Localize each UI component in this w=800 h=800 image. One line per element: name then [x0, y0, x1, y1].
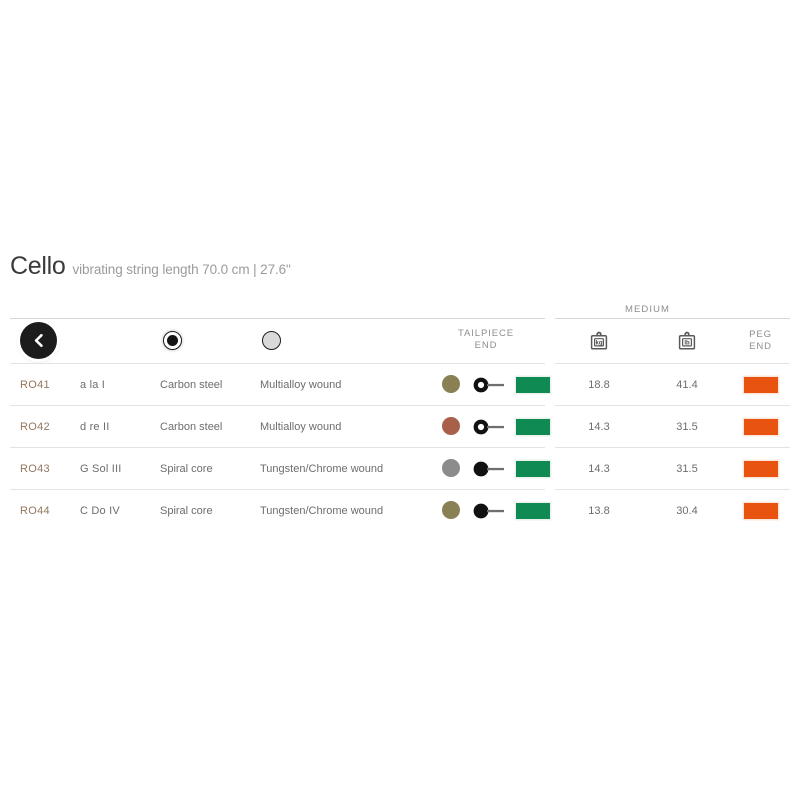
- row-tailpiece-end-graphic: [472, 418, 512, 436]
- row-color-dot: [442, 416, 462, 437]
- table-row-left: RO44 C Do IV Spiral core Tungsten/Chrome…: [10, 488, 550, 532]
- rule-right: [555, 318, 790, 319]
- tension-group-header: MEDIUM: [545, 304, 790, 318]
- row-lb: 41.4: [676, 378, 698, 391]
- row-tailpiece-end-graphic: [472, 376, 512, 394]
- row-winding: Multialloy wound: [260, 378, 342, 391]
- row-lb: 30.4: [676, 504, 698, 517]
- row-tailpiece-swatch: [516, 376, 550, 393]
- row-core: Spiral core: [160, 462, 213, 475]
- row-core: Carbon steel: [160, 378, 223, 391]
- row-tailpiece-end-graphic: [472, 502, 512, 520]
- table-row-left: RO41 a la I Carbon steel Multialloy woun…: [10, 362, 550, 406]
- row-core: Spiral core: [160, 504, 213, 517]
- row-winding: Tungsten/Chrome wound: [260, 504, 384, 517]
- loop-ball-end-icon: [473, 419, 504, 434]
- table-row-left: RO43 G Sol III Spiral core Tungsten/Chro…: [10, 446, 550, 490]
- row-note: d re II: [80, 420, 110, 433]
- rule-gap: [545, 318, 555, 319]
- row-winding: Tungsten/Chrome wound: [260, 462, 384, 475]
- peg-end-header-line2: END: [749, 341, 772, 352]
- row-peg-end-swatch: [731, 502, 790, 519]
- rule-left: [10, 318, 545, 319]
- table-row[interactable]: RO41 a la I Carbon steel Multialloy woun…: [10, 362, 790, 406]
- row-kg: 13.8: [588, 504, 610, 517]
- row-lb: 31.5: [676, 420, 698, 433]
- row-kg: 14.3: [588, 420, 610, 433]
- strings-table: MEDIUM: [10, 300, 790, 531]
- solid-ball-end-icon: [473, 461, 504, 476]
- row-winding: Multialloy wound: [260, 420, 342, 433]
- table-row[interactable]: RO42 d re II Carbon steel Multialloy wou…: [10, 404, 790, 448]
- row-tailpiece-end-graphic: [472, 460, 512, 478]
- row-tailpiece-swatch: [516, 418, 550, 435]
- row-peg-end-swatch: [731, 376, 790, 393]
- row-color-dot: [442, 500, 462, 521]
- table-head-right: kg lb PEG END: [555, 319, 790, 363]
- table-head-row: TAILPIECE END kg: [10, 319, 790, 363]
- row-note: G Sol III: [80, 462, 122, 475]
- tailpiece-end-header-line2: END: [474, 340, 498, 351]
- row-peg-end-swatch: [731, 418, 790, 435]
- back-button[interactable]: [20, 322, 57, 359]
- solid-ball-end-icon: [473, 503, 504, 518]
- row-sku: RO41: [20, 378, 50, 391]
- instrument-name: Cello: [10, 252, 66, 280]
- gauge-option-1[interactable]: [163, 331, 182, 350]
- tension-group-label: MEDIUM: [624, 304, 671, 315]
- lb-unit-label: lb: [684, 341, 690, 347]
- kg-column-header: kg: [555, 329, 643, 353]
- table-row-right: 13.8 30.4: [555, 488, 790, 532]
- weight-kg-icon: kg: [590, 331, 608, 350]
- loop-ball-end-icon: [473, 377, 504, 392]
- row-kg: 18.8: [588, 378, 610, 391]
- row-color-dot: [442, 374, 462, 395]
- group-header-rule: [10, 318, 790, 319]
- peg-end-header-line1: PEG: [749, 329, 772, 340]
- table-row-right: 18.8 41.4: [555, 362, 790, 406]
- kg-unit-label: kg: [595, 341, 602, 347]
- row-sku: RO43: [20, 462, 50, 475]
- tailpiece-end-header-line1: TAILPIECE: [458, 328, 514, 339]
- gauge-unselected-icon: [262, 331, 281, 350]
- instrument-subtitle: vibrating string length 70.0 cm | 27.6": [72, 262, 291, 277]
- chevron-left-icon: [34, 334, 43, 347]
- tailpiece-end-header: TAILPIECE END: [450, 328, 522, 352]
- table-row-left: RO42 d re II Carbon steel Multialloy wou…: [10, 404, 550, 448]
- gauge-option-2[interactable]: [262, 331, 281, 350]
- page-title: Cello vibrating string length 70.0 cm | …: [10, 252, 291, 281]
- row-sku: RO44: [20, 504, 50, 517]
- row-color-dot: [442, 458, 462, 479]
- row-lb: 31.5: [676, 462, 698, 475]
- row-tailpiece-swatch: [516, 460, 550, 477]
- table-group-header-row: MEDIUM: [10, 300, 790, 318]
- row-kg: 14.3: [588, 462, 610, 475]
- row-tailpiece-swatch: [516, 502, 550, 519]
- peg-end-header: PEG END: [731, 329, 790, 353]
- row-note: C Do IV: [80, 504, 120, 517]
- row-note: a la I: [80, 378, 106, 391]
- table-row-right: 14.3 31.5: [555, 404, 790, 448]
- table-head-left: TAILPIECE END: [10, 319, 545, 363]
- lb-column-header: lb: [643, 329, 731, 353]
- row-core: Carbon steel: [160, 420, 223, 433]
- row-peg-end-swatch: [731, 460, 790, 477]
- gauge-selected-icon: [163, 331, 182, 350]
- table-row[interactable]: RO44 C Do IV Spiral core Tungsten/Chrome…: [10, 488, 790, 532]
- table-row-right: 14.3 31.5: [555, 446, 790, 490]
- row-sku: RO42: [20, 420, 50, 433]
- weight-lb-icon: lb: [678, 331, 696, 350]
- table-row[interactable]: RO43 G Sol III Spiral core Tungsten/Chro…: [10, 446, 790, 490]
